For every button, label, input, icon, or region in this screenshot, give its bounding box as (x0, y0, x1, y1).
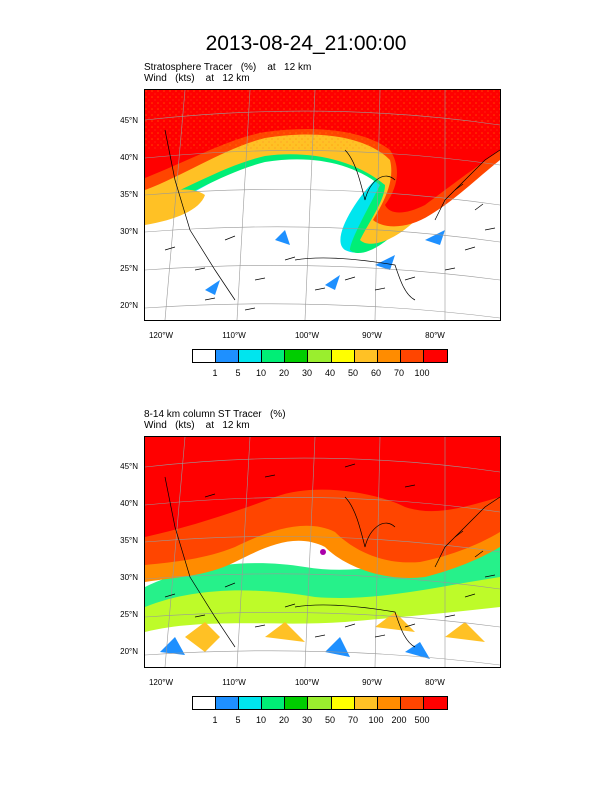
map2-svg (145, 437, 500, 667)
panel1-lon-100: 100°W (294, 331, 320, 340)
colorbar1-label: 20 (278, 368, 289, 378)
map2-wind-barbs (164, 463, 496, 638)
colorbar1-label: 60 (370, 368, 381, 378)
colorbar1-label: 40 (324, 368, 335, 378)
panel2-lat-25: 25°N (120, 610, 138, 619)
colorbar2-label: 1 (212, 715, 218, 725)
panel1-lon-120: 120°W (148, 331, 174, 340)
colorbar1-swatch (400, 350, 424, 362)
panel2-lon-120: 120°W (148, 678, 174, 687)
panel1-lat-25: 25°N (120, 264, 138, 273)
colorbar2-swatch (216, 697, 240, 709)
colorbar1-swatch (193, 350, 217, 362)
panel2-lat-45: 45°N (120, 462, 138, 471)
colorbar2-swatch (423, 697, 448, 709)
panel2-subtitle: Wind (kts) at 12 km (144, 420, 250, 431)
colorbar1-swatch (331, 350, 355, 362)
map2-graticule (145, 437, 500, 667)
colorbar2-swatch (193, 697, 217, 709)
colorbar2-label: 500 (414, 715, 430, 725)
tracer-speckle (145, 90, 500, 150)
colorbar2-label: 70 (347, 715, 358, 725)
map1-svg (145, 90, 500, 320)
panel1-lon-110: 110°W (222, 331, 246, 340)
panel1-title: Stratosphere Tracer (%) at 12 km (144, 62, 312, 73)
stratosphere-tracer-map (144, 89, 501, 321)
colorbar1-label: 70 (393, 368, 404, 378)
colorbar2-label: 5 (235, 715, 241, 725)
colorbar2-label: 100 (368, 715, 384, 725)
panel2-lat-20: 20°N (120, 647, 138, 656)
panel1-lat-30: 30°N (120, 227, 138, 236)
tracer-patches-blue (205, 230, 445, 295)
column-marker (320, 549, 326, 555)
colorbar1-swatch (308, 350, 332, 362)
colorbar1-swatch (377, 350, 401, 362)
colorbar2-swatch (377, 697, 401, 709)
colorbar1-label: 100 (414, 368, 430, 378)
colorbar2-swatch (308, 697, 332, 709)
panel2-lat-35: 35°N (120, 536, 138, 545)
colorbar1-swatch (285, 350, 309, 362)
panel1-lat-20: 20°N (120, 301, 138, 310)
panel1-lon-80: 80°W (425, 331, 445, 340)
panel1-lat-35: 35°N (120, 190, 138, 199)
panel2-colorbar (192, 696, 449, 710)
colorbar2-swatch (239, 697, 263, 709)
colorbar1-label: 30 (301, 368, 312, 378)
colorbar2-label: 30 (301, 715, 312, 725)
colorbar1-label: 5 (235, 368, 241, 378)
colorbar2-label: 200 (391, 715, 407, 725)
colorbar1-label: 50 (347, 368, 358, 378)
panel1-lat-40: 40°N (120, 153, 138, 162)
main-title: 2013-08-24_21:00:00 (205, 32, 407, 55)
panel2-lon-80: 80°W (425, 678, 445, 687)
colorbar1-swatch (239, 350, 263, 362)
column-st-tracer-map (144, 436, 501, 668)
panel2-lon-100: 100°W (294, 678, 320, 687)
panel2-lat-30: 30°N (120, 573, 138, 582)
colorbar1-swatch (423, 350, 448, 362)
colorbar1-swatch (216, 350, 240, 362)
colorbar2-swatch (354, 697, 378, 709)
panel2-lon-90: 90°W (362, 678, 382, 687)
panel1-colorbar (192, 349, 449, 363)
colorbar2-swatch (262, 697, 286, 709)
panel1-lat-45: 45°N (120, 116, 138, 125)
colorbar2-swatch (331, 697, 355, 709)
colorbar2-label: 20 (278, 715, 289, 725)
colorbar2-label: 10 (255, 715, 266, 725)
colorbar1-label: 1 (212, 368, 218, 378)
map1-graticule (145, 90, 500, 320)
panel1-subtitle: Wind (kts) at 12 km (144, 73, 250, 84)
colorbar1-swatch (262, 350, 286, 362)
colorbar1-swatch (354, 350, 378, 362)
colorbar2-swatch (285, 697, 309, 709)
panel2-title: 8-14 km column ST Tracer (%) (144, 409, 286, 420)
map1-coastlines (164, 129, 500, 301)
map1-wind-barbs (164, 183, 496, 311)
colorbar2-swatch (400, 697, 424, 709)
panel2-lon-110: 110°W (222, 678, 246, 687)
colorbar2-label: 50 (324, 715, 335, 725)
map2-coastlines (164, 476, 500, 648)
panel1-lon-90: 90°W (362, 331, 382, 340)
panel2-lat-40: 40°N (120, 499, 138, 508)
colorbar1-label: 10 (255, 368, 266, 378)
